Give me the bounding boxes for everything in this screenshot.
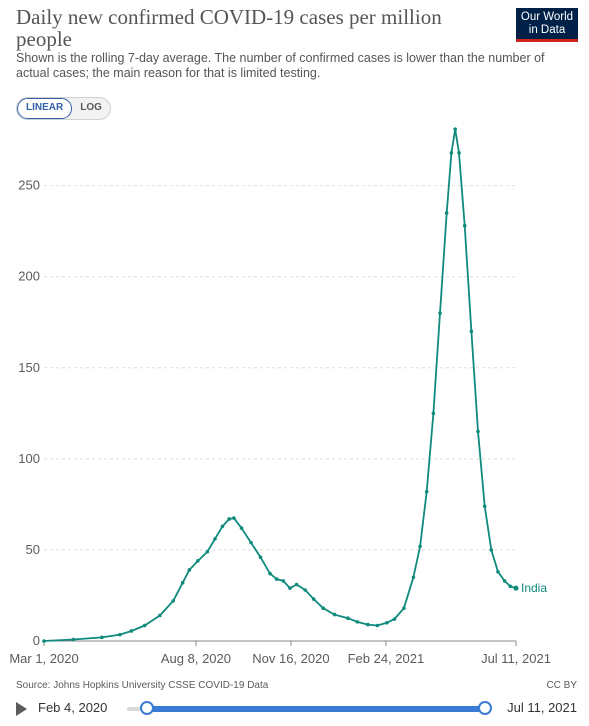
y-tick-label: 0: [33, 633, 40, 648]
chart-subtitle: Shown is the rolling 7-day average. The …: [16, 51, 545, 80]
data-point: [311, 597, 316, 601]
data-point: [303, 588, 307, 592]
x-tick-label: Aug 8, 2020: [161, 651, 231, 666]
license-link[interactable]: CC BY: [546, 680, 577, 691]
data-point: [375, 623, 380, 628]
data-point: [71, 637, 76, 642]
data-point: [332, 612, 337, 617]
y-tick-label: 200: [18, 269, 40, 284]
source-note[interactable]: Source: Johns Hopkins University CSSE CO…: [16, 680, 269, 691]
data-point: [274, 577, 279, 581]
timeline-end-label: Jul 11, 2021: [507, 700, 577, 715]
data-point: [346, 616, 350, 621]
data-point: [142, 623, 147, 628]
data-point: [171, 599, 175, 603]
y-tick-label: 150: [18, 360, 40, 375]
data-point: [118, 632, 122, 637]
timeline-control: Feb 4, 2020 Jul 11, 2021: [0, 697, 589, 721]
data-point: [431, 411, 436, 416]
data-point: [418, 544, 422, 549]
y-tick-label: 100: [18, 451, 40, 466]
x-tick-label: Jul 11, 2021: [481, 651, 551, 666]
data-point: [180, 580, 185, 585]
data-point: [294, 582, 299, 587]
line-chart: 0 50 100 150 200 250 Mar 1, 2020 Aug 8, 2020 Nov…: [9, 127, 551, 666]
data-point: [321, 606, 326, 611]
data-point: [502, 579, 507, 583]
chart-title: Daily new confirmed COVID-19 cases per m…: [16, 5, 442, 51]
data-point: [249, 540, 253, 545]
data-point: [227, 517, 231, 521]
data-point: [453, 127, 458, 131]
linear-scale-button[interactable]: LINEAR: [17, 98, 73, 119]
data-point: [496, 569, 500, 574]
timeline-end-handle[interactable]: [478, 701, 492, 715]
series-layer: [42, 127, 519, 643]
data-point: [462, 223, 467, 228]
grid-layer: [43, 185, 517, 646]
play-icon[interactable]: [16, 702, 27, 716]
data-point: [508, 584, 513, 589]
series-label: India: [521, 581, 547, 595]
data-point: [158, 613, 162, 618]
data-point: [281, 579, 286, 583]
data-point: [187, 568, 192, 572]
data-point: [449, 151, 454, 155]
data-point: [205, 549, 210, 554]
data-point: [268, 571, 272, 576]
scale-toggle: LINEAR LOG: [16, 97, 111, 120]
data-point: [385, 620, 389, 625]
data-point: [366, 622, 370, 627]
label-layer: 0 50 100 150 200 250 Mar 1, 2020 Aug 8, 2020 Nov…: [9, 178, 551, 666]
data-point: [100, 635, 104, 640]
y-tick-label: 250: [18, 178, 40, 193]
data-point: [482, 504, 487, 509]
data-point: [489, 548, 494, 552]
data-point: [129, 629, 134, 633]
data-point: [476, 429, 480, 434]
x-tick-label: Mar 1, 2020: [9, 651, 78, 666]
data-point: [438, 311, 442, 315]
series-end-marker: [513, 585, 519, 591]
data-point: [402, 606, 406, 611]
x-tick-label: Feb 24, 2021: [348, 651, 425, 666]
data-point: [457, 151, 461, 155]
data-point: [239, 526, 244, 530]
timeline-start-handle[interactable]: [140, 701, 154, 715]
data-point: [196, 559, 200, 563]
data-point: [213, 537, 217, 541]
owid-logo[interactable]: Our World in Data: [516, 8, 578, 42]
data-point: [469, 329, 474, 334]
x-tick-label: Nov 16, 2020: [252, 651, 329, 666]
data-point: [424, 489, 429, 494]
log-scale-button[interactable]: LOG: [80, 102, 102, 113]
data-point: [258, 555, 263, 560]
data-point: [220, 524, 225, 529]
data-point: [288, 586, 292, 590]
data-point: [444, 211, 449, 215]
data-point: [232, 516, 236, 520]
data-point: [392, 617, 397, 621]
series-line: [43, 128, 517, 642]
timeline-selected-range[interactable]: [147, 706, 485, 712]
data-point: [411, 575, 416, 580]
timeline-start-label: Feb 4, 2020: [38, 700, 108, 715]
y-tick-label: 50: [26, 542, 40, 557]
data-point: [42, 639, 46, 643]
data-point: [355, 620, 360, 624]
